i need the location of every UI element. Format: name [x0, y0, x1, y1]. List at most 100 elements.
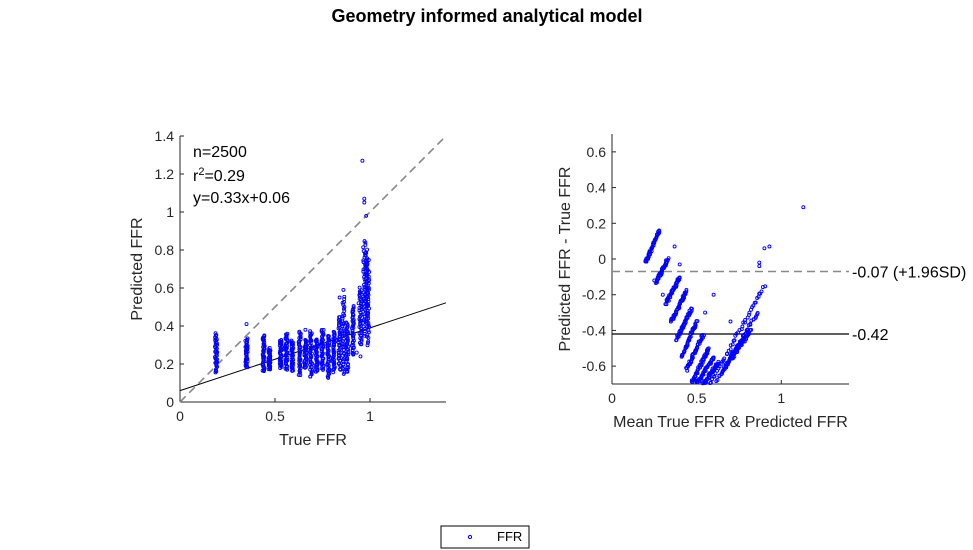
data-point: [321, 345, 326, 349]
data-point: [346, 352, 351, 357]
data-point: [725, 351, 730, 356]
data-point: [308, 365, 313, 369]
y-tick-label: -0.4: [582, 322, 606, 338]
data-point: [279, 337, 284, 342]
data-point: [684, 289, 689, 294]
data-point: [331, 349, 336, 354]
data-point: [359, 305, 364, 310]
data-point: [262, 334, 267, 339]
data-point: [340, 334, 345, 338]
data-point: [757, 264, 762, 269]
data-point: [319, 341, 324, 346]
data-point: [366, 316, 371, 321]
data-point: [351, 345, 356, 350]
data-point: [326, 334, 331, 338]
data-point: [331, 347, 336, 352]
y-tick-label: 1.2: [155, 166, 175, 182]
data-point: [350, 330, 355, 335]
data-point: [716, 359, 721, 364]
data-point: [345, 337, 350, 342]
y-tick-label: -0.6: [582, 358, 606, 374]
data-point: [308, 343, 312, 348]
data-point: [332, 342, 337, 346]
data-point: [267, 345, 272, 350]
data-point: [683, 291, 688, 296]
data-point: [351, 305, 356, 310]
y-tick-label: 0.4: [155, 318, 175, 334]
data-point: [341, 339, 346, 344]
data-point: [308, 329, 313, 334]
data-point: [801, 205, 806, 210]
data-point: [740, 324, 745, 329]
data-point: [359, 288, 364, 293]
data-point: [336, 350, 341, 355]
data-point: [732, 338, 737, 343]
data-point: [344, 359, 349, 364]
data-point: [303, 327, 308, 332]
data-point: [711, 292, 716, 297]
data-point: [689, 308, 694, 313]
data-point: [741, 320, 746, 325]
data-point: [747, 310, 752, 315]
y-axis-label: Predicted FFR: [129, 217, 146, 320]
data-point: [755, 310, 760, 315]
data-point: [763, 284, 768, 289]
data-point: [757, 260, 762, 265]
data-point: [308, 331, 313, 336]
y-tick-label: 0.4: [587, 180, 607, 196]
data-point: [366, 310, 371, 315]
annotation-r2-superscript: 2: [198, 166, 204, 178]
data-point: [722, 356, 727, 361]
data-point: [321, 327, 326, 332]
data-point: [728, 319, 733, 324]
data-point: [303, 338, 308, 342]
data-point: [365, 266, 370, 271]
data-point: [767, 244, 772, 249]
data-point: [283, 343, 288, 348]
data-point: [303, 348, 308, 353]
data-point: [360, 158, 365, 163]
data-point: [342, 308, 347, 313]
x-tick-label: 0.5: [687, 390, 707, 406]
data-point: [728, 343, 733, 348]
data-point: [743, 320, 747, 325]
data-point: [366, 291, 371, 295]
data-point: [320, 336, 325, 341]
data-point: [341, 306, 346, 311]
data-point: [366, 287, 371, 292]
data-point: [762, 246, 767, 251]
data-point: [366, 286, 371, 290]
data-point: [743, 318, 748, 322]
data-point: [677, 277, 682, 282]
data-point: [350, 312, 355, 317]
data-point: [715, 378, 720, 382]
reference-line-label: -0.42: [852, 327, 889, 344]
data-point: [350, 314, 355, 319]
y-tick-label: 0: [598, 251, 606, 267]
data-point: [336, 353, 341, 358]
x-tick-label: 1: [777, 390, 785, 406]
data-point: [214, 333, 219, 338]
data-point: [652, 278, 657, 283]
data-point: [337, 295, 342, 300]
data-point: [703, 310, 708, 315]
annotation-r2: r2=0.29: [193, 166, 245, 185]
x-tick-label: 0: [176, 408, 184, 424]
data-point: [759, 289, 764, 294]
y-tick-label: 0.6: [155, 280, 175, 296]
data-point: [350, 307, 355, 312]
data-point: [366, 297, 371, 302]
data-point: [365, 295, 370, 300]
data-point: [695, 378, 700, 383]
data-point: [362, 196, 367, 201]
data-point: [358, 354, 363, 359]
data-point: [702, 333, 707, 338]
data-point: [711, 357, 716, 362]
data-point: [753, 300, 758, 305]
data-point: [320, 358, 325, 363]
reference-line-label: -0.07 (+1.96SD): [852, 265, 966, 282]
data-point: [367, 325, 372, 329]
data-point: [342, 294, 347, 299]
data-point: [340, 366, 345, 371]
